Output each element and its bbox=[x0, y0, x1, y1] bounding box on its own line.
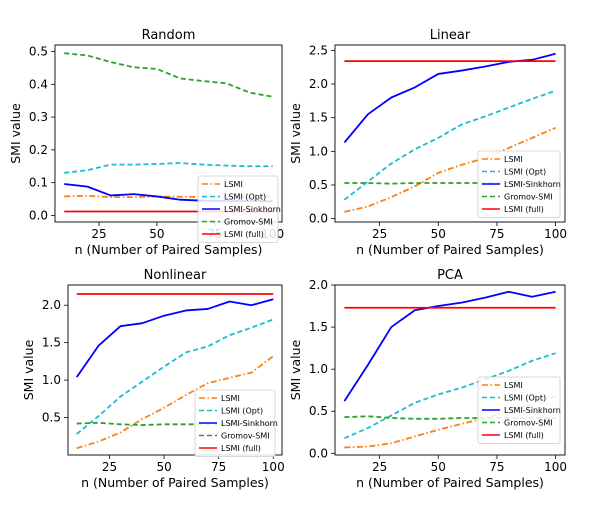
series-line-lsmi-opt bbox=[64, 162, 273, 174]
x-tick-label: 50 bbox=[431, 460, 446, 474]
x-tick-label: 75 bbox=[489, 460, 504, 474]
x-tick-label: 25 bbox=[102, 460, 117, 474]
legend-label: LSMI-Sinkhorn bbox=[504, 406, 561, 415]
series-line-lsmi bbox=[344, 126, 556, 213]
plot-frame bbox=[334, 44, 566, 223]
legend: LSMI LSMI (Opt) LSMI-Sinkhorn Gromov-SMI LSM… bbox=[194, 389, 278, 457]
legend-box bbox=[194, 389, 276, 457]
y-axis-label: SMI value bbox=[8, 103, 23, 164]
y-tick-label: 1.5 bbox=[309, 111, 328, 125]
y-tick-label: 2.0 bbox=[309, 278, 328, 292]
legend-label: LSMI bbox=[504, 155, 523, 164]
x-tick-label: 50 bbox=[149, 227, 164, 241]
legend-label: Gromov-SMI bbox=[504, 419, 553, 428]
x-tick-label: 50 bbox=[156, 460, 171, 474]
y-tick-label: 0.0 bbox=[309, 212, 328, 226]
series-line-lsmi bbox=[76, 355, 274, 450]
x-axis-label: n (Number of Paired Samples) bbox=[356, 475, 544, 490]
legend-label: LSMI-Sinkhorn bbox=[224, 205, 281, 214]
legend-label: LSMI (Opt) bbox=[504, 168, 546, 177]
x-tick-label: 100 bbox=[544, 227, 567, 241]
x-axis-label: n (Number of Paired Samples) bbox=[75, 242, 263, 257]
x-tick-label: 50 bbox=[431, 227, 446, 241]
legend-box bbox=[197, 175, 279, 243]
legend-label: LSMI bbox=[504, 381, 523, 390]
series-line-lsmi-sinkhorn bbox=[343, 52, 556, 144]
y-tick-label: 0.2 bbox=[29, 143, 48, 157]
chart-title: Random bbox=[142, 28, 196, 43]
x-tick-label: 75 bbox=[211, 460, 226, 474]
y-tick-label: 2.0 bbox=[42, 298, 61, 312]
y-tick-label: 0.5 bbox=[42, 411, 61, 425]
legend-box bbox=[477, 376, 561, 444]
x-tick-label: 25 bbox=[372, 227, 387, 241]
legend-label: LSMI (full) bbox=[504, 431, 544, 440]
x-tick-label: 25 bbox=[372, 460, 387, 474]
chart-title: PCA bbox=[437, 268, 463, 283]
chart-panel-random: Random2550751000.00.10.20.30.40.5n (Numb… bbox=[8, 28, 284, 257]
series-line-lsmi-opt bbox=[343, 89, 556, 201]
series-line-lsmi-opt bbox=[76, 318, 274, 435]
legend-label: LSMI (Opt) bbox=[504, 394, 546, 403]
legend-label: LSMI (full) bbox=[224, 230, 264, 239]
chart-title: Nonlinear bbox=[144, 268, 207, 283]
y-tick-label: 1.5 bbox=[42, 336, 61, 350]
chart-panel-linear: Linear 25 50 75 100 0.0 0.5 1.0 1.5 2.0 2.5 n (Numb… bbox=[288, 28, 567, 257]
legend-label: LSMI (full) bbox=[221, 444, 261, 453]
plot-frame bbox=[67, 284, 283, 456]
series-line-gromov-smi bbox=[64, 52, 273, 98]
legend: LSMI LSMI (Opt) LSMI-Sinkhorn Gromov-SMI LSM… bbox=[197, 175, 281, 243]
legend-label: LSMI bbox=[224, 180, 243, 189]
plot-frame bbox=[54, 44, 283, 223]
x-tick-label: 100 bbox=[544, 460, 567, 474]
y-tick-label: 2.0 bbox=[309, 77, 328, 91]
series-line-lsmi-sinkhorn bbox=[343, 290, 556, 402]
x-axis-label: n (Number of Paired Samples) bbox=[356, 242, 544, 257]
legend: LSMI LSMI (Opt) LSMI-Sinkhorn Gromov-SMI LSM… bbox=[477, 376, 561, 444]
chart-panel-pca: PCA 25 50 75 100 0.0 0.5 1.0 1.5 2.0 n (Number of … bbox=[288, 268, 567, 490]
chart-panel-nonlinear: Nonlinear 25 50 75 100 0.5 1.0 1.5 2.0 n (Number … bbox=[21, 268, 285, 490]
legend-label: LSMI bbox=[221, 394, 240, 403]
legend-label: Gromov-SMI bbox=[224, 218, 273, 227]
x-tick-label: 75 bbox=[489, 227, 504, 241]
legend-label: LSMI (Opt) bbox=[221, 407, 263, 416]
y-axis-label: SMI value bbox=[288, 103, 303, 164]
y-tick-label: 0.5 bbox=[309, 404, 328, 418]
series-line-lsmi-sinkhorn bbox=[75, 298, 274, 378]
legend-label: Gromov-SMI bbox=[221, 432, 270, 441]
y-tick-label: 0.3 bbox=[29, 110, 48, 124]
y-tick-label: 1.0 bbox=[309, 362, 328, 376]
x-tick-label: 25 bbox=[91, 227, 106, 241]
legend-label: LSMI (full) bbox=[504, 205, 544, 214]
plot-frame bbox=[334, 284, 566, 456]
y-tick-label: 1.0 bbox=[42, 373, 61, 387]
y-axis-label: SMI value bbox=[21, 339, 36, 400]
y-tick-label: 2.5 bbox=[309, 43, 328, 57]
legend: LSMI LSMI (Opt) LSMI-Sinkhorn Gromov-SMI LSM… bbox=[477, 150, 561, 218]
legend-label: LSMI-Sinkhorn bbox=[221, 419, 278, 428]
legend-label: LSMI (Opt) bbox=[224, 193, 266, 202]
y-tick-label: 0.1 bbox=[29, 176, 48, 190]
y-axis-label: SMI value bbox=[288, 339, 303, 400]
legend-box bbox=[477, 150, 561, 218]
chart-title: Linear bbox=[430, 28, 471, 43]
y-tick-label: 0.0 bbox=[29, 208, 48, 222]
x-axis-label: n (Number of Paired Samples) bbox=[81, 475, 269, 490]
series-line-lsmi bbox=[64, 194, 273, 198]
y-tick-label: 0.4 bbox=[29, 77, 48, 91]
y-tick-label: 0.5 bbox=[29, 45, 48, 59]
y-tick-label: 0.0 bbox=[309, 446, 328, 460]
y-tick-label: 1.5 bbox=[309, 320, 328, 334]
legend-label: LSMI-Sinkhorn bbox=[504, 180, 561, 189]
x-tick-label: 100 bbox=[262, 460, 285, 474]
y-tick-label: 0.5 bbox=[309, 178, 328, 192]
series-line-lsmi-opt bbox=[344, 352, 556, 439]
y-tick-label: 1.0 bbox=[309, 144, 328, 158]
legend-label: Gromov-SMI bbox=[504, 193, 553, 202]
